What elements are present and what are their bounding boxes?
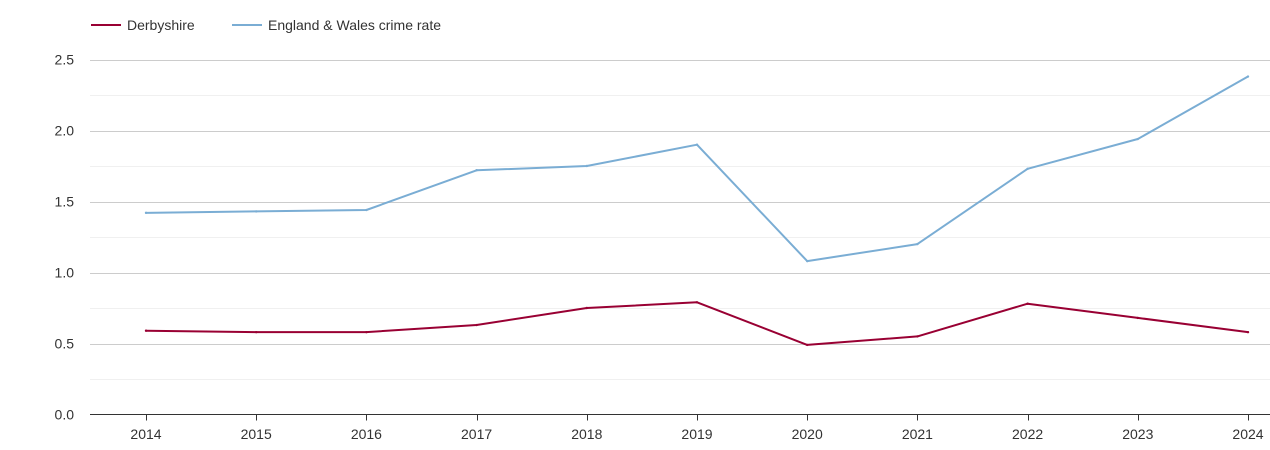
series [144, 75, 1250, 347]
axes: 0.0 0.5 1.0 1.5 2.0 2.5 2014 2015 2016 2017 2018 20… [55, 52, 1270, 442]
y-tick-label: 0.0 [55, 407, 75, 423]
x-tick-label: 2022 [1012, 426, 1043, 442]
legend-label: England & Wales crime rate [268, 17, 441, 33]
legend: Derbyshire England & Wales crime rate [91, 17, 441, 33]
data-point [255, 330, 258, 334]
grid [90, 60, 1270, 380]
data-point [475, 169, 478, 172]
x-tick-label: 2016 [351, 426, 382, 442]
data-point [144, 329, 148, 332]
y-tick-label: 0.5 [55, 336, 75, 352]
y-tick-label: 2.0 [55, 123, 75, 139]
x-tick-label: 2021 [902, 426, 933, 442]
data-point [695, 143, 699, 146]
x-tick-label: 2023 [1122, 426, 1153, 442]
x-tick-label: 2018 [571, 426, 602, 442]
data-point [806, 343, 809, 347]
data-point [916, 242, 919, 246]
data-point [1026, 167, 1029, 171]
data-point [806, 259, 809, 263]
data-point [255, 210, 258, 213]
data-point [144, 211, 148, 215]
legend-item-0[interactable]: Derbyshire [91, 17, 195, 33]
data-point [475, 323, 478, 327]
x-tick-label: 2015 [241, 426, 272, 442]
legend-item-1[interactable]: England & Wales crime rate [232, 17, 441, 33]
legend-label: Derbyshire [127, 17, 195, 33]
x-tick-label: 2024 [1232, 426, 1263, 442]
data-point [1246, 330, 1250, 334]
data-point [585, 306, 588, 310]
data-point [1136, 316, 1140, 320]
data-point [916, 335, 919, 338]
series-line-1 [145, 75, 1249, 263]
data-point [1136, 137, 1140, 141]
data-point [1246, 75, 1250, 78]
data-point [365, 208, 368, 212]
data-point [1026, 302, 1029, 305]
x-tick-label: 2014 [130, 426, 161, 442]
y-tick-label: 1.0 [55, 265, 75, 281]
data-point [695, 301, 699, 304]
data-point [585, 164, 588, 168]
y-tick-label: 1.5 [55, 194, 75, 210]
x-tick-label: 2020 [792, 426, 823, 442]
y-tick-label: 2.5 [55, 52, 75, 68]
x-tick-label: 2017 [461, 426, 492, 442]
x-tick-label: 2019 [681, 426, 712, 442]
data-point [365, 330, 368, 334]
